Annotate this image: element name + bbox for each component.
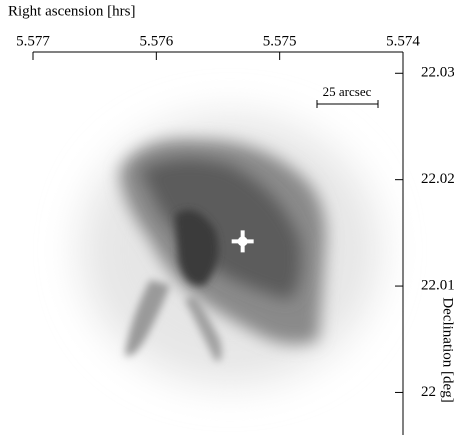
- y-tick-label: 22.01: [421, 277, 454, 293]
- y-tick-label: 22.03: [421, 65, 454, 81]
- x-tick-label: 5.574: [386, 33, 420, 49]
- x-tick-label: 5.576: [139, 33, 173, 49]
- scale-bar-label: 25 arcsec: [323, 84, 372, 99]
- y-axis-label: Declination [deg]: [440, 297, 454, 402]
- x-tick-label: 5.577: [16, 33, 50, 49]
- x-tick-label: 5.575: [263, 33, 297, 49]
- marker-part: [237, 236, 248, 247]
- y-tick-label: 22: [421, 384, 436, 400]
- nebula-image: [80, 115, 380, 385]
- marker: [231, 230, 254, 253]
- x-axis-label: Right ascension [hrs]: [8, 3, 135, 19]
- y-tick-label: 22.02: [421, 171, 454, 187]
